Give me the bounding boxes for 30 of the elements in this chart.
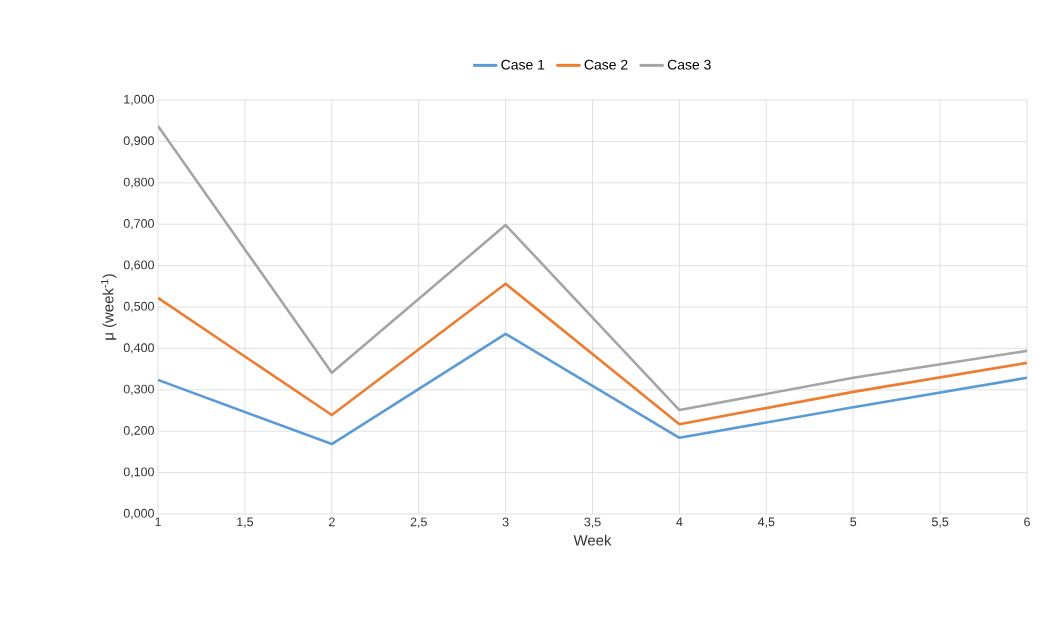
y-tick-label: 0,400 [123, 343, 154, 354]
x-tick-label: 1 [155, 517, 161, 527]
line-series [158, 124, 1028, 412]
y-tick-label: 0,200 [123, 426, 154, 437]
y-tick-label: 0,600 [123, 260, 154, 271]
y-tick-label: 0,900 [123, 136, 154, 147]
x-tick-label: 3 [502, 517, 509, 527]
x-tick-label: 2 [328, 517, 335, 527]
x-tick-label: 4 [676, 517, 683, 527]
x-tick-label: 3,5 [584, 517, 601, 528]
legend-label: Case 2 [584, 59, 628, 70]
y-tick-label: 0,700 [123, 219, 154, 230]
x-tick-label: 5 [850, 517, 857, 527]
x-axis-title: Week [573, 534, 612, 546]
legend-label: Case 1 [501, 59, 545, 70]
y-tick-label: 0,000 [123, 508, 154, 520]
x-tick-label: 4,5 [757, 517, 775, 528]
legend-label: Case 3 [667, 59, 711, 70]
y-tick-label: 0,800 [123, 177, 154, 188]
y-tick-label: 0,300 [123, 384, 154, 395]
x-tick-label: 1,5 [237, 517, 254, 528]
y-axis-title: μ (week$^{-1}$) [100, 274, 117, 340]
y-tick-label: 0,100 [123, 467, 154, 478]
x-tick-label: 6 [1024, 517, 1030, 527]
x-tick-label: 5,5 [931, 517, 949, 528]
y-tick-label: 1,000 [124, 94, 154, 106]
line-series [158, 332, 1028, 446]
y-tick-label: 0,500 [123, 301, 154, 313]
line-series [158, 282, 1028, 426]
x-tick-label: 2,5 [410, 517, 427, 528]
